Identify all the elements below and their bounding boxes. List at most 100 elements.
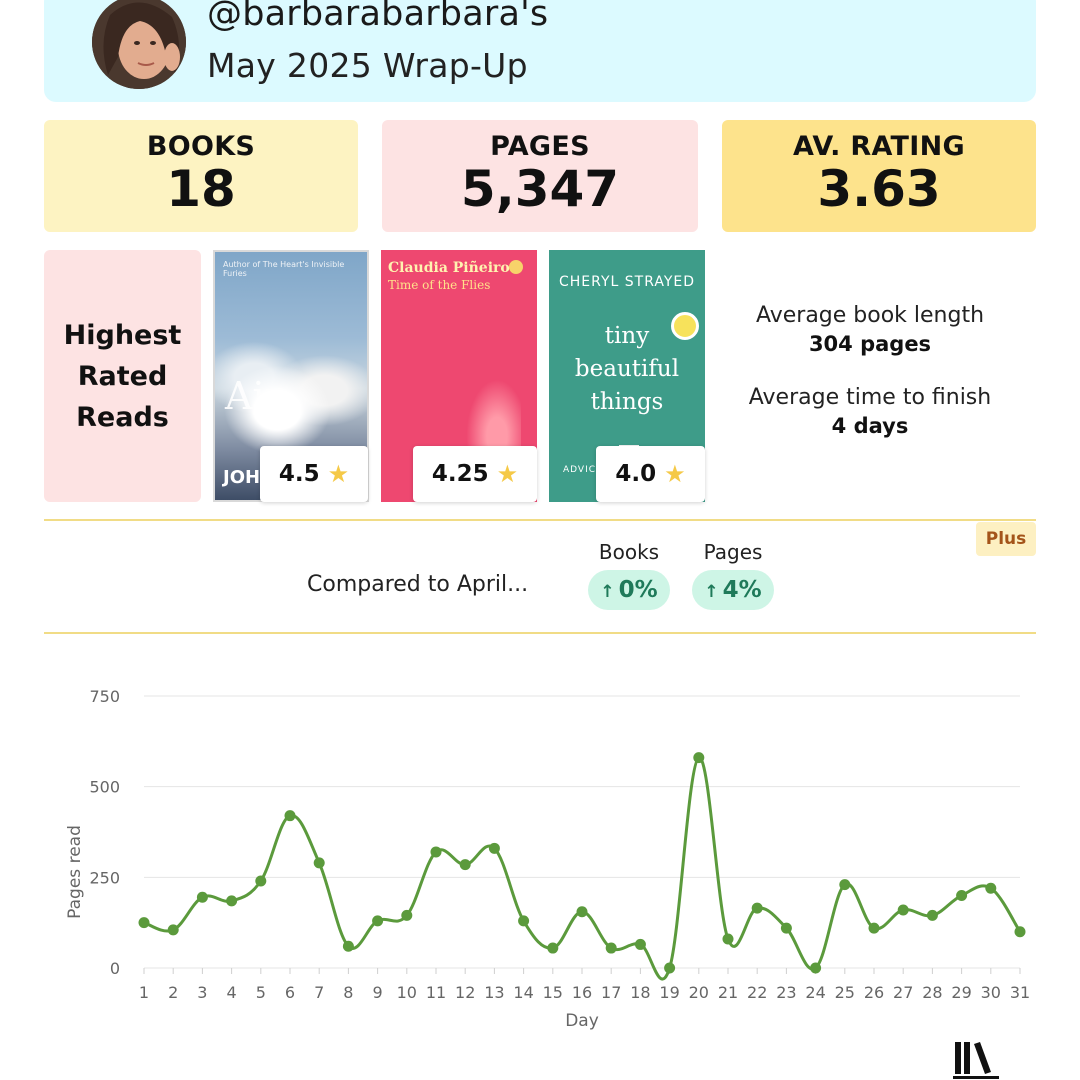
x-tick-label: 8: [343, 983, 353, 1002]
cover-title: Air: [225, 374, 283, 418]
data-point: [722, 933, 734, 945]
pages-stat-value: 5,347: [460, 160, 620, 218]
section-divider: [44, 632, 1036, 634]
star-icon: ★: [496, 460, 519, 488]
star-icon: ★: [664, 460, 686, 488]
x-tick-label: 6: [285, 983, 295, 1002]
x-tick-label: 31: [1010, 983, 1030, 1002]
rating-stat-value: 3.63: [817, 160, 941, 218]
data-point: [342, 940, 354, 952]
x-tick-label: 15: [543, 983, 563, 1002]
x-tick-label: 4: [227, 983, 237, 1002]
x-tick-label: 22: [747, 983, 767, 1002]
x-tick-label: 10: [397, 983, 417, 1002]
x-tick-label: 2: [168, 983, 178, 1002]
data-point: [956, 889, 968, 901]
section-divider: [44, 519, 1036, 521]
data-point: [196, 891, 208, 903]
rating-value: 4.5: [278, 461, 320, 487]
data-point: [1014, 926, 1026, 938]
x-tick-label: 25: [835, 983, 855, 1002]
x-tick-label: 14: [513, 983, 533, 1002]
average-length-label: Average book length: [755, 303, 985, 328]
data-point: [488, 842, 500, 854]
books-stat-label: BOOKS: [146, 131, 256, 162]
book-rating-badge: 4.5 ★: [260, 446, 368, 502]
x-tick-label: 18: [630, 983, 650, 1002]
x-tick-label: 27: [893, 983, 913, 1002]
data-point: [372, 915, 384, 927]
x-tick-label: 21: [718, 983, 738, 1002]
x-tick-label: 30: [981, 983, 1001, 1002]
data-point: [634, 938, 646, 950]
x-tick-label: 28: [922, 983, 942, 1002]
cover-title-line-1: tiny: [604, 323, 650, 349]
highest-rated-heading-box: Highest Rated Reads: [44, 250, 201, 502]
cover-author: CHERYL STRAYED: [558, 274, 696, 290]
x-tick-label: 24: [805, 983, 825, 1002]
data-point: [167, 924, 179, 936]
x-tick-label: 13: [484, 983, 504, 1002]
x-tick-label: 26: [864, 983, 884, 1002]
x-tick-label: 12: [455, 983, 475, 1002]
cloud-image: [215, 332, 367, 462]
star-icon: ★: [327, 460, 350, 488]
data-point: [605, 942, 617, 954]
x-tick-label: 7: [314, 983, 324, 1002]
cover-tagline: Author of The Heart's Invisible Furies: [223, 260, 345, 278]
data-point: [313, 857, 325, 869]
cover-bottom-text: ADVIC: [563, 465, 597, 475]
rating-stat-label: AV. RATING: [793, 131, 965, 162]
series-line: [143, 756, 1022, 981]
heading-line-3: Reads: [76, 401, 169, 433]
x-tick-label: 5: [256, 983, 266, 1002]
data-point: [810, 962, 822, 974]
arrow-up-icon: ↑: [600, 582, 615, 602]
y-axis-label: Pages read: [65, 825, 85, 919]
data-point: [576, 906, 588, 918]
cover-title: Time of the Flies: [388, 278, 491, 292]
y-tick-label: 0: [110, 959, 120, 978]
data-point: [430, 846, 442, 858]
data-point: [226, 895, 238, 907]
storygraph-logo-icon: [953, 1040, 999, 1080]
data-point: [985, 882, 997, 894]
books-change-pill: ↑ 0%: [588, 570, 670, 610]
header-banner: [44, 0, 1036, 102]
pages-read-chart: 0 250 500 750 1 2 3 4 5 6 7 8 9 10 11 12 13 14 15 16 17 18 19 2…: [44, 640, 1036, 1040]
data-point: [693, 752, 705, 764]
x-tick-label: 9: [373, 983, 383, 1002]
data-point: [839, 879, 851, 891]
average-finish-value: 4 days: [831, 414, 909, 438]
data-point: [547, 942, 559, 954]
x-axis-label: Day: [565, 1011, 599, 1031]
data-point: [401, 909, 413, 921]
data-point: [518, 915, 530, 927]
y-tick-label: 750: [89, 687, 120, 706]
arrow-up-icon: ↑: [704, 582, 719, 602]
pages-stat-card: PAGES 5,347: [382, 120, 698, 232]
x-tick-label: 11: [426, 983, 446, 1002]
books-stat-value: 18: [166, 160, 236, 218]
average-length-value: 304 pages: [808, 332, 932, 356]
cover-title-line-2: beautiful: [574, 356, 680, 382]
data-point: [780, 922, 792, 934]
books-comparison-label: Books: [598, 540, 660, 564]
plus-badge[interactable]: Plus: [976, 522, 1036, 556]
books-stat-card: BOOKS 18: [44, 120, 358, 232]
pages-change-pill: ↑ 4%: [692, 570, 774, 610]
x-tick-label: 3: [197, 983, 207, 1002]
highest-rated-heading: Highest Rated Reads: [53, 315, 193, 438]
rating-stat-card: AV. RATING 3.63: [722, 120, 1036, 232]
data-point: [926, 909, 938, 921]
data-point: [751, 902, 763, 914]
pages-comparison-label: Pages: [703, 540, 763, 564]
avatar[interactable]: [92, 0, 186, 89]
y-tick-label: 250: [89, 868, 120, 887]
data-point: [459, 859, 471, 871]
book-rating-badge: 4.0 ★: [596, 446, 705, 502]
cover-title-line-3: things: [590, 389, 664, 415]
data-point: [897, 904, 909, 916]
seal-icon: [509, 260, 523, 274]
comparison-text: Compared to April...: [307, 572, 529, 597]
